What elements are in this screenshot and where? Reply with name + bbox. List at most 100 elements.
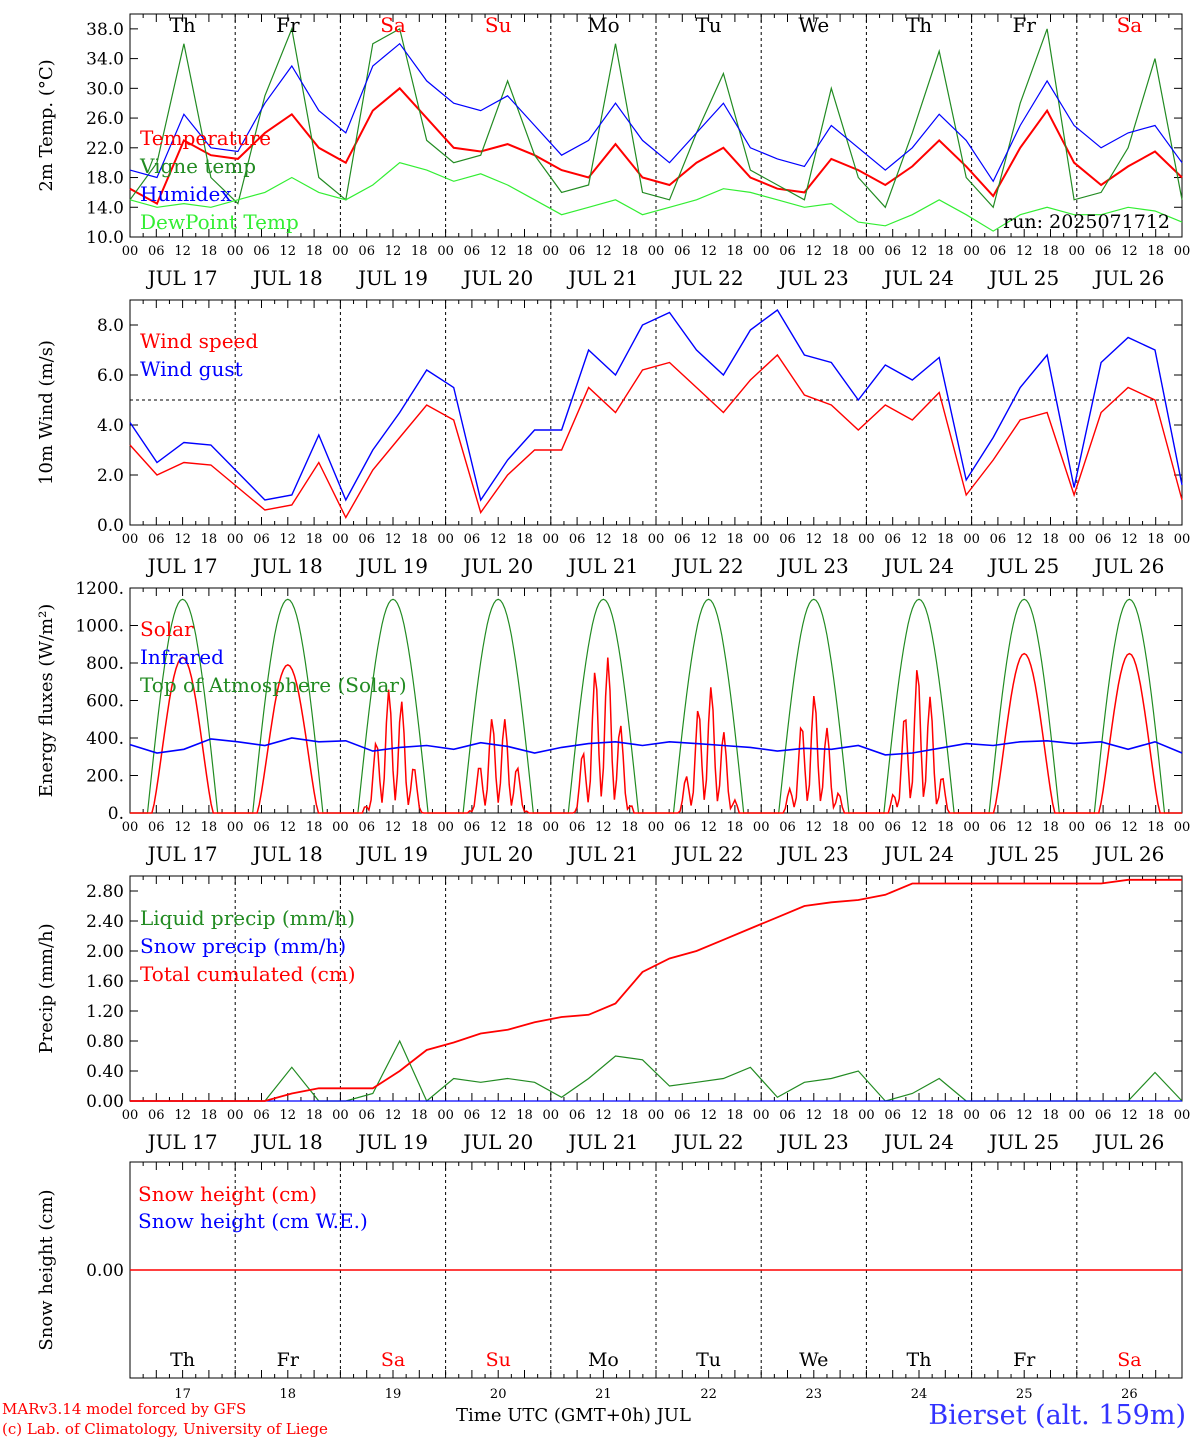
- hour-tick-label: 06: [884, 532, 901, 547]
- hour-tick-label: 18: [727, 820, 744, 835]
- hour-tick-label: 06: [779, 1108, 796, 1123]
- hour-tick-label: 06: [884, 820, 901, 835]
- legend-entry: Snow height (cm W.E.): [138, 1209, 368, 1233]
- hour-tick-label: 18: [306, 820, 323, 835]
- date-label: JUL 26: [1092, 1130, 1164, 1154]
- hour-tick-label: 00: [1174, 532, 1191, 547]
- hour-tick-label: 18: [516, 1108, 533, 1123]
- date-label: JUL 24: [882, 1130, 954, 1154]
- hour-tick-label: 12: [700, 820, 717, 835]
- date-label: JUL 19: [356, 842, 428, 866]
- y-tick-label: 0.80: [86, 1032, 124, 1052]
- weekday-label: Su: [486, 1349, 511, 1371]
- day-number-label: 18: [280, 1387, 297, 1402]
- hour-tick-label: 18: [411, 532, 428, 547]
- series-line-lightgreen: [129, 162, 1183, 232]
- hour-tick-label: 12: [911, 1108, 928, 1123]
- hour-tick-label: 18: [621, 820, 638, 835]
- weekday-label: Fr: [277, 1349, 300, 1371]
- date-label: JUL 25: [987, 842, 1059, 866]
- hour-tick-label: 06: [464, 820, 481, 835]
- y-tick-label: 600.: [86, 692, 124, 712]
- hour-tick-label: 12: [280, 820, 297, 835]
- hour-tick-label: 18: [411, 820, 428, 835]
- hour-tick-label: 00: [543, 532, 560, 547]
- date-label: JUL 23: [777, 842, 849, 866]
- hour-tick-label: 06: [569, 820, 586, 835]
- hour-tick-label: 06: [1095, 820, 1112, 835]
- panel-frame: [129, 587, 1183, 814]
- panel-3: [129, 587, 1183, 814]
- date-label: JUL 20: [461, 554, 533, 578]
- hour-tick-label: 12: [806, 532, 823, 547]
- panel-frame: [129, 13, 1183, 238]
- hour-tick-label: 12: [280, 1108, 297, 1123]
- hour-tick-label: 12: [174, 532, 191, 547]
- y-tick-label: 6.0: [97, 366, 124, 386]
- hour-tick-label: 12: [911, 244, 928, 259]
- hour-tick-label: 00: [963, 532, 980, 547]
- hour-tick-label: 12: [490, 244, 507, 259]
- hour-tick-label: 18: [1042, 532, 1059, 547]
- y-tick-label: 2.0: [97, 466, 124, 486]
- hour-tick-label: 18: [621, 532, 638, 547]
- hour-tick-label: 12: [385, 820, 402, 835]
- day-number-label: 23: [806, 1387, 823, 1402]
- date-label: JUL 25: [987, 554, 1059, 578]
- y-tick-label: 0.0: [97, 516, 124, 536]
- y-tick-label: 10.0: [86, 228, 124, 248]
- hour-tick-label: 00: [1069, 244, 1086, 259]
- weekday-label: We: [799, 1349, 828, 1371]
- hour-tick-label: 06: [358, 820, 375, 835]
- hour-tick-label: 06: [569, 244, 586, 259]
- hour-tick-label: 06: [148, 244, 165, 259]
- hour-tick-label: 18: [201, 244, 218, 259]
- hour-tick-label: 06: [990, 244, 1007, 259]
- date-label: JUL 21: [566, 554, 638, 578]
- hour-tick-label: 06: [464, 1108, 481, 1123]
- y-tick-label: 34.0: [86, 50, 124, 70]
- date-label: JUL 17: [146, 1130, 218, 1154]
- hour-tick-label: 18: [516, 820, 533, 835]
- date-label: JUL 25: [987, 1130, 1059, 1154]
- date-label: JUL 18: [251, 266, 323, 290]
- weekday-label: Su: [485, 13, 512, 37]
- time-axis-label: Time UTC (GMT+0h) JUL: [456, 1405, 691, 1426]
- weekday-label: Sa: [1117, 13, 1143, 37]
- hour-tick-label: 06: [253, 1108, 270, 1123]
- y-axis-title: 10m Wind (m/s): [36, 340, 57, 485]
- credit-line-2: (c) Lab. of Climatology, University of L…: [2, 1420, 328, 1438]
- panel-1: [129, 13, 1183, 238]
- hour-tick-label: 00: [858, 244, 875, 259]
- y-tick-label: 38.0: [86, 20, 124, 40]
- hour-tick-label: 00: [122, 532, 139, 547]
- date-label: JUL 24: [882, 842, 954, 866]
- hour-tick-label: 00: [648, 244, 665, 259]
- hour-tick-label: 06: [569, 1108, 586, 1123]
- hour-tick-label: 12: [700, 1108, 717, 1123]
- weekday-label: Th: [907, 1349, 932, 1371]
- legend-entry: Wind speed: [140, 329, 258, 353]
- hour-tick-label: 12: [280, 244, 297, 259]
- weekday-label: Th: [906, 13, 932, 37]
- series-line-green: [129, 26, 1183, 209]
- y-tick-label: 26.0: [86, 109, 124, 129]
- hour-tick-label: 18: [937, 244, 954, 259]
- hour-tick-label: 06: [569, 532, 586, 547]
- hour-tick-label: 12: [1016, 820, 1033, 835]
- hour-tick-label: 12: [174, 820, 191, 835]
- hour-tick-label: 12: [280, 532, 297, 547]
- day-number-label: 20: [490, 1387, 507, 1402]
- legend-entry: Total cumulated (cm): [140, 962, 356, 986]
- hour-tick-label: 12: [174, 244, 191, 259]
- panel-frame: [129, 299, 1183, 526]
- date-label: JUL 21: [566, 842, 638, 866]
- hour-tick-label: 18: [1042, 244, 1059, 259]
- date-label: JUL 19: [356, 266, 428, 290]
- date-label: JUL 17: [146, 842, 218, 866]
- date-label: JUL 22: [672, 1130, 744, 1154]
- hour-tick-label: 00: [858, 1108, 875, 1123]
- hour-tick-label: 12: [385, 532, 402, 547]
- legend-entry: Snow height (cm): [138, 1182, 317, 1206]
- date-label: JUL 20: [461, 1130, 533, 1154]
